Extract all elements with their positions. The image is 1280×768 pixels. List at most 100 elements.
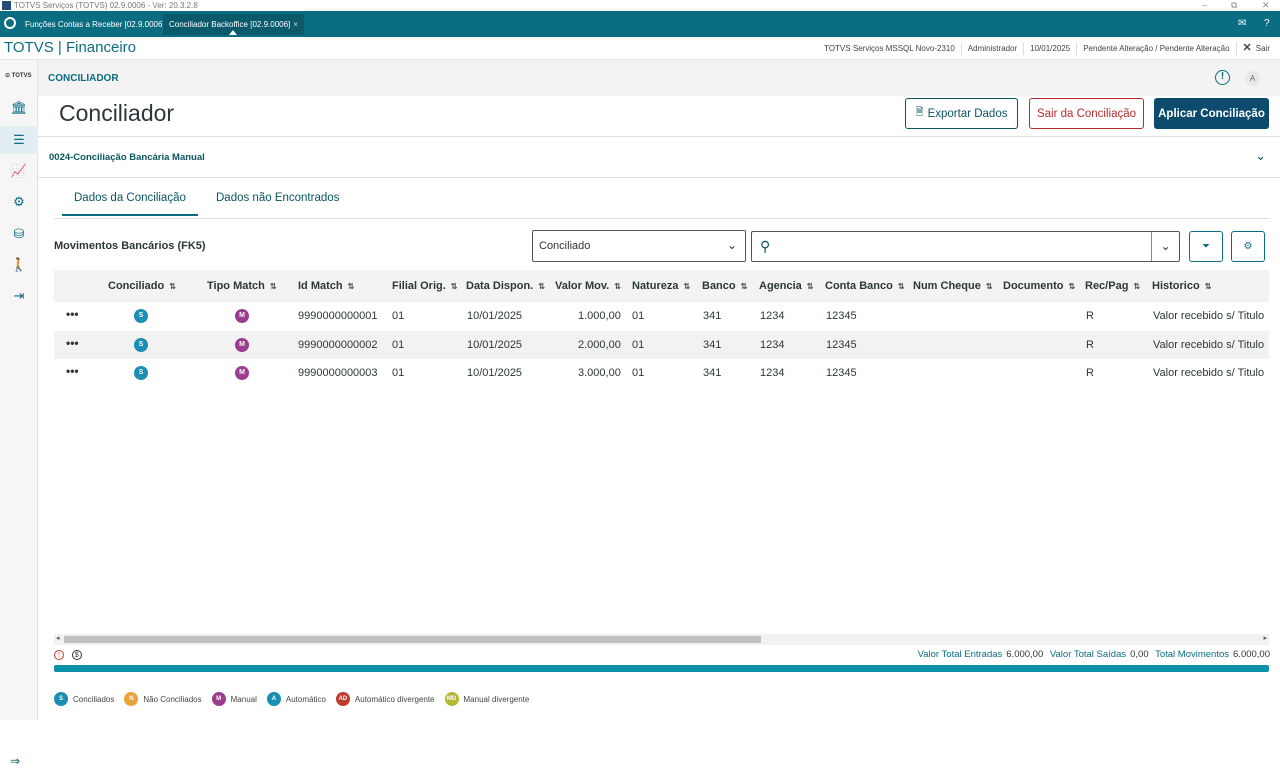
sort-icon[interactable]: ⇅ <box>985 282 993 291</box>
col-id-match[interactable]: Id Match ⇅ <box>298 280 354 292</box>
data-cell: 10/01/2025 <box>467 367 523 379</box>
tab-close-icon[interactable]: × <box>293 20 298 29</box>
recpag-cell: R <box>1086 310 1094 322</box>
col-filial-orig[interactable]: Filial Orig. ⇅ <box>392 280 458 292</box>
mail-icon[interactable]: ✉ <box>1238 18 1247 29</box>
status-label: Pendente Alteração / Pendente Alteração <box>1076 42 1235 55</box>
person-icon[interactable]: 🚶 <box>10 257 28 272</box>
table-row[interactable]: ••• S M 9990000000003 01 10/01/2025 3.00… <box>54 359 1269 387</box>
totvs-logo-icon[interactable] <box>4 17 16 29</box>
inner-tabs: Dados da Conciliação Dados não Encontrad… <box>54 184 1270 219</box>
currency-icon[interactable]: $ <box>71 650 82 660</box>
conciliation-accordion[interactable]: 0024-Conciliação Bancária Manual ⌄ <box>38 136 1280 178</box>
list-icon[interactable]: ☰ <box>0 126 38 154</box>
arrow-right-icon[interactable]: ⇒ <box>10 754 21 768</box>
legend-item: AD Automático divergente <box>335 692 435 706</box>
breadcrumb[interactable]: CONCILIADOR <box>48 73 119 84</box>
col-banco[interactable]: Banco ⇅ <box>702 280 747 292</box>
app-name: TOTVS | Financeiro <box>4 39 136 56</box>
col-natureza[interactable]: Natureza ⇅ <box>632 280 690 292</box>
filter-button[interactable]: ⏷ <box>1189 231 1223 262</box>
col-agencia[interactable]: Agencia ⇅ <box>759 280 814 292</box>
row-actions-icon[interactable]: ••• <box>66 336 79 350</box>
col-conciliado[interactable]: Conciliado ⇅ <box>108 280 176 292</box>
minimize-icon[interactable]: – <box>1202 0 1208 10</box>
conciliado-badge: S <box>134 366 148 380</box>
sort-icon[interactable]: ⇅ <box>897 282 905 291</box>
sort-icon[interactable]: ⇅ <box>450 282 458 291</box>
total-saidas-label: Valor Total Saídas <box>1049 649 1127 660</box>
tipo-match-badge: M <box>235 338 249 352</box>
search-input[interactable]: ⚲ ⌄ <box>751 231 1180 262</box>
gear-icon: ⚙ <box>1243 241 1253 252</box>
scroll-right-icon[interactable]: ▸ <box>1263 635 1267 642</box>
module-tabbar: Funções Contas a Receber [02.9.0006]× Co… <box>0 11 1280 37</box>
table-header: Conciliado ⇅ Tipo Match ⇅ Id Match ⇅ Filial… <box>54 270 1269 302</box>
id-match-cell: 9990000000003 <box>298 367 378 379</box>
col-historico[interactable]: Historico ⇅ <box>1152 280 1211 292</box>
sort-icon[interactable]: ⇅ <box>1204 282 1212 291</box>
close-icon: ✕ <box>1242 42 1252 54</box>
window-titlebar: TOTVS Serviços (TOTVS) 02.9.0006 - Ver: … <box>0 0 1280 11</box>
col-tipo-match[interactable]: Tipo Match ⇅ <box>207 280 277 292</box>
avatar[interactable]: A <box>1245 71 1260 86</box>
bank-icon[interactable]: 🏛 <box>10 100 28 115</box>
tab-contas-receber[interactable]: Funções Contas a Receber [02.9.0006]× <box>19 14 178 35</box>
exit-app-button[interactable]: ✕ Sair <box>1235 42 1280 55</box>
alert-icon[interactable]: ! <box>54 650 64 660</box>
total-saidas-value: 0,00 <box>1130 649 1149 660</box>
sort-icon[interactable]: ⇅ <box>1068 282 1076 291</box>
table-row[interactable]: ••• S M 9990000000002 01 10/01/2025 2.00… <box>54 331 1269 359</box>
sort-icon[interactable]: ⇅ <box>169 282 176 291</box>
tab-dados-conciliacao[interactable]: Dados da Conciliação <box>62 192 198 216</box>
apply-conciliation-button[interactable]: Aplicar Conciliação <box>1154 98 1269 129</box>
sort-icon[interactable]: ⇅ <box>538 282 545 291</box>
chart-icon[interactable]: 📈 <box>10 163 28 178</box>
col-valor-mov[interactable]: Valor Mov. ⇅ <box>555 280 621 292</box>
tab-conciliador-backoffice[interactable]: Conciliador Backoffice [02.9.0006] × <box>163 14 304 35</box>
scroll-left-icon[interactable]: ◂ <box>56 635 60 642</box>
row-actions-icon[interactable]: ••• <box>66 307 79 321</box>
chevron-down-icon[interactable]: ⌄ <box>1255 148 1266 163</box>
sort-icon[interactable]: ⇅ <box>683 282 691 291</box>
table-row[interactable]: ••• S M 9990000000001 01 10/01/2025 1.00… <box>54 302 1269 330</box>
sort-icon[interactable]: ⇅ <box>806 282 814 291</box>
sort-icon[interactable]: ⇅ <box>614 282 621 291</box>
scrollbar-thumb[interactable] <box>64 636 761 643</box>
gear-icon[interactable]: ⚙ <box>13 194 25 209</box>
session-info: TOTVS Serviços MSSQL Novo-2310 Administr… <box>818 37 1280 60</box>
col-data-dispon[interactable]: Data Dispon. ⇅ <box>466 280 545 292</box>
row-actions-icon[interactable]: ••• <box>66 364 79 378</box>
exit-conciliation-button[interactable]: Sair da Conciliação <box>1029 98 1144 129</box>
legend-label: Conciliados <box>73 694 115 704</box>
restore-icon[interactable]: ⧉ <box>1231 0 1238 10</box>
sidebar-logo: ⊙ TOTVS <box>5 73 32 79</box>
database-icon[interactable]: ⛁ <box>13 226 25 241</box>
info-icon[interactable]: ! <box>1215 70 1230 85</box>
col-documento[interactable]: Documento ⇅ <box>1003 280 1075 292</box>
help-icon[interactable]: ? <box>1264 18 1270 29</box>
close-window-icon[interactable]: ✕ <box>1262 0 1270 10</box>
col-num-cheque[interactable]: Num Cheque ⇅ <box>913 280 993 292</box>
export-data-button[interactable]: 🗎 Exportar Dados <box>905 98 1018 129</box>
chevron-down-icon[interactable]: ⌄ <box>1151 232 1179 261</box>
sort-icon[interactable]: ⇅ <box>740 282 748 291</box>
status-filter-select[interactable]: Conciliado ⌄ <box>532 230 746 262</box>
horizontal-scrollbar[interactable]: ◂ ▸ <box>54 634 1269 645</box>
breadcrumb-bar: CONCILIADOR ! A <box>38 60 1280 96</box>
filter-icon: ⏷ <box>1202 241 1210 252</box>
id-match-cell: 9990000000001 <box>298 310 378 322</box>
col-rec-pag[interactable]: Rec/Pag ⇅ <box>1085 280 1140 292</box>
col-conta-banco[interactable]: Conta Banco ⇅ <box>825 280 905 292</box>
settings-button[interactable]: ⚙ <box>1231 231 1265 262</box>
sort-icon[interactable]: ⇅ <box>347 282 355 291</box>
user-label: Administrador <box>960 42 1023 55</box>
conta-cell: 12345 <box>826 339 857 351</box>
legend-badge: A <box>266 692 281 706</box>
tab-dados-nao-encontrados[interactable]: Dados não Encontrados <box>216 192 340 204</box>
sort-icon[interactable]: ⇅ <box>269 282 277 291</box>
tab-label: Funções Contas a Receber [02.9.0006] <box>25 20 165 29</box>
sort-icon[interactable]: ⇅ <box>1133 282 1141 291</box>
totals-bar: Valor Total Entradas 6.000,00 Valor Total… <box>918 649 1270 660</box>
logout-icon[interactable]: ⇥ <box>13 288 25 303</box>
